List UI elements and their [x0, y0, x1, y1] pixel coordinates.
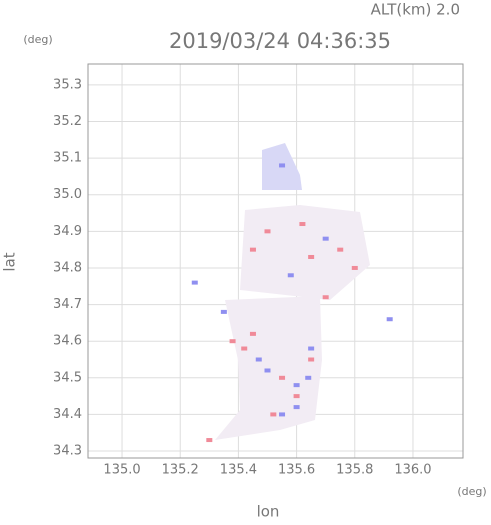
- echo-cell: [241, 346, 248, 351]
- echo-cell: [293, 383, 300, 388]
- echo-cell: [308, 346, 315, 351]
- y-tick-label: 34.3: [53, 444, 82, 459]
- echo-cell: [322, 295, 329, 300]
- echo-region: [215, 296, 322, 440]
- plot-frame: [87, 63, 464, 459]
- echo-cell: [249, 331, 256, 336]
- echo-cell: [299, 222, 306, 227]
- y-unit: (deg): [23, 33, 52, 46]
- y-tick-label: 35.2: [53, 114, 82, 129]
- echo-cell: [308, 254, 315, 259]
- y-tick-label: 34.4: [53, 407, 82, 422]
- echo-cell: [386, 317, 393, 322]
- marks: [191, 163, 393, 443]
- echo-cell: [220, 309, 227, 314]
- y-tick-label: 35.0: [53, 187, 82, 202]
- echo-cell: [255, 357, 262, 362]
- echo-cell: [337, 247, 344, 252]
- y-tick-label: 34.5: [53, 370, 82, 385]
- echo-cell: [249, 247, 256, 252]
- y-tick-label: 34.9: [53, 224, 82, 239]
- echo-region: [240, 205, 370, 300]
- y-label: lat: [1, 252, 19, 271]
- echo-cell: [206, 438, 213, 443]
- echo-cell: [279, 163, 286, 168]
- echo-cell: [322, 236, 329, 241]
- x-tick-label: 135.0: [103, 463, 140, 478]
- echo-cell: [308, 357, 315, 362]
- x-tick-label: 135.2: [162, 463, 199, 478]
- y-tick-label: 34.6: [53, 334, 82, 349]
- y-tick-label: 35.3: [53, 77, 82, 92]
- x-label: lon: [257, 503, 280, 521]
- x-tick-label: 135.4: [220, 463, 257, 478]
- echo-cell: [264, 229, 271, 234]
- echo-cell: [270, 412, 277, 417]
- subtitle: ALT(km) 2.0: [371, 1, 460, 19]
- echo-cell: [229, 339, 236, 344]
- x-tick-label: 135.8: [336, 463, 373, 478]
- echo-cell: [191, 280, 198, 285]
- echo-cell: [293, 394, 300, 399]
- echo-cell: [287, 273, 294, 278]
- chart-title: 2019/03/24 04:36:35: [169, 29, 391, 53]
- x-tick-label: 135.6: [278, 463, 315, 478]
- echo-cell: [351, 265, 358, 270]
- x-tick-label: 136.0: [394, 463, 431, 478]
- echo-cell: [293, 405, 300, 410]
- y-tick-label: 34.8: [53, 260, 82, 275]
- echo-cell: [305, 375, 312, 380]
- echo-cell: [279, 375, 286, 380]
- echo-area: [215, 143, 370, 440]
- echo-cell: [264, 368, 271, 373]
- echo-cell: [279, 412, 286, 417]
- x-unit: (deg): [457, 485, 486, 498]
- y-tick-label: 34.7: [53, 297, 82, 312]
- y-tick-label: 35.1: [53, 151, 82, 166]
